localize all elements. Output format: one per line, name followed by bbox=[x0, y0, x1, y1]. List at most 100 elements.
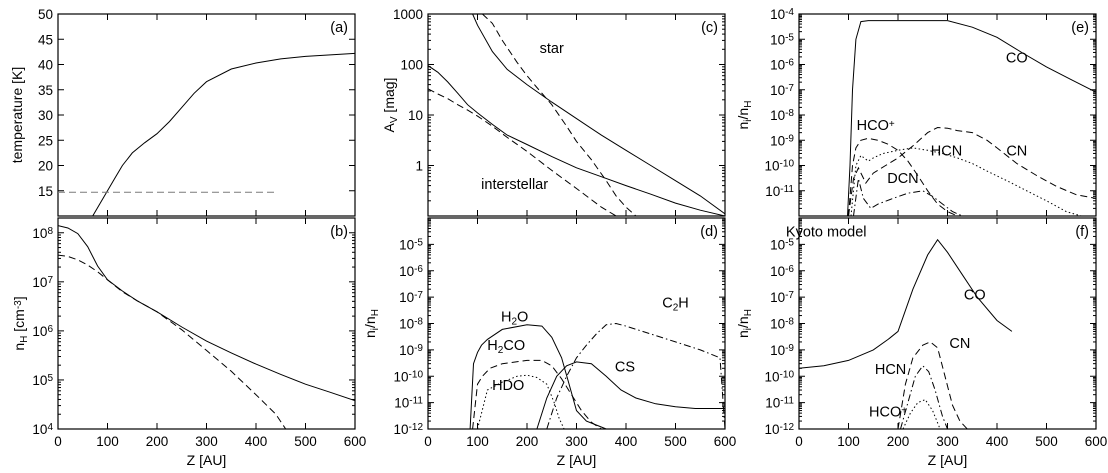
x-axis-label: Z [AU] bbox=[928, 452, 968, 468]
annotation-hcn: HCN bbox=[875, 362, 906, 378]
y-tick-label: 50 bbox=[38, 7, 53, 22]
panel-label: (c) bbox=[701, 20, 718, 36]
panel-label: (f) bbox=[1075, 224, 1089, 240]
x-tick-label: 100 bbox=[466, 434, 489, 449]
x-axis-label: Z [AU] bbox=[557, 452, 597, 468]
y-axis: 10-12 10-11 10-10 10-9 10-8 10-7 10-6 10-5 bbox=[765, 218, 1096, 437]
plot-frame bbox=[427, 217, 726, 430]
y-tick-label: 45 bbox=[38, 32, 53, 47]
x-tick-label: 400 bbox=[986, 434, 1009, 449]
y-tick-label: 10-5 bbox=[399, 237, 423, 252]
annotation-star: star bbox=[540, 41, 564, 57]
y-axis-label: nH [cm-3] bbox=[11, 296, 30, 350]
x-tick-label: 300 bbox=[195, 434, 218, 449]
x-tick-label: 600 bbox=[714, 434, 737, 449]
y-tick-label: 25 bbox=[38, 133, 53, 148]
y-axis: 104 105 106 107 108 bbox=[32, 226, 355, 437]
series-line-dcn bbox=[853, 178, 963, 216]
series-line-hcn bbox=[900, 365, 948, 429]
x-axis: 0 100 200 300 400 500 600 bbox=[795, 218, 1107, 449]
series-line-solid bbox=[58, 225, 355, 402]
y-tick-label: 10-8 bbox=[770, 108, 794, 123]
y-tick-label: 105 bbox=[32, 373, 53, 388]
annotation-hcn: HCN bbox=[931, 143, 962, 159]
y-tick-label: 10-10 bbox=[765, 159, 795, 174]
panel-label: (e) bbox=[1071, 20, 1089, 36]
y-tick-label: 10 bbox=[408, 108, 423, 123]
x-tick-label: 400 bbox=[615, 434, 638, 449]
panel-d: 10-12 10-11 10-10 10-9 10-8 10-7 10-6 10-5 0 100 2… bbox=[362, 217, 736, 468]
x-axis-label: Z [AU] bbox=[187, 452, 227, 468]
x-tick-label: 0 bbox=[54, 434, 62, 449]
y-tick-label: 40 bbox=[38, 58, 53, 73]
panel-label: (a) bbox=[330, 20, 348, 36]
series-line-co bbox=[799, 238, 1013, 369]
y-tick-label: 10-10 bbox=[765, 369, 795, 384]
y-axis: 10-12 10-11 10-10 10-9 10-8 10-7 10-6 10-5 bbox=[394, 218, 725, 437]
series-line-interstellar-solid bbox=[428, 65, 725, 216]
plot-frame bbox=[798, 13, 1097, 217]
annotation-h2co: H2CO bbox=[487, 338, 525, 356]
y-tick-label: 10-10 bbox=[394, 369, 424, 384]
y-tick-label: 108 bbox=[32, 226, 53, 241]
panel-label: (d) bbox=[700, 224, 718, 240]
panel-e: 10-11 10-10 10-9 10-8 10-7 10-6 10-5 10-4 ni/nH (… bbox=[735, 7, 1097, 217]
y-axis-label: ni/nH bbox=[735, 101, 754, 130]
y-tick-label: 10-6 bbox=[770, 58, 794, 73]
annotation-dcn: DCN bbox=[887, 171, 918, 187]
y-axis: 1 10 100 1000 bbox=[393, 7, 725, 202]
plot-frame bbox=[57, 217, 356, 430]
series-line-hcn bbox=[850, 147, 1082, 216]
panel-f: 10-12 10-11 10-10 10-9 10-8 10-7 10-6 10-5 0 100 2… bbox=[735, 217, 1107, 468]
series-line-h2co bbox=[472, 359, 602, 429]
x-tick-label: 100 bbox=[96, 434, 119, 449]
y-tick-label: 15 bbox=[38, 184, 53, 199]
x-tick-label: 500 bbox=[664, 434, 687, 449]
x-tick-label: 500 bbox=[1035, 434, 1058, 449]
annotation-hdo: HDO bbox=[492, 378, 524, 394]
x-axis: 0 100 200 300 400 500 600 bbox=[424, 218, 736, 449]
y-axis-label: temperature [K] bbox=[9, 67, 25, 164]
x-axis bbox=[798, 14, 1097, 216]
annotation-cn: CN bbox=[1006, 143, 1027, 159]
y-tick-label: 10-6 bbox=[770, 264, 794, 279]
annotation-cn: CN bbox=[949, 336, 970, 352]
annotation-c2h: C2H bbox=[662, 296, 689, 314]
annotation-co: CO bbox=[964, 288, 986, 304]
y-tick-label: 1 bbox=[415, 159, 423, 174]
series-line-hco- bbox=[848, 137, 958, 216]
x-tick-label: 100 bbox=[837, 434, 860, 449]
x-tick-label: 0 bbox=[424, 434, 432, 449]
y-tick-label: 10-5 bbox=[770, 32, 794, 47]
y-axis-label: ni/nH bbox=[362, 309, 381, 338]
y-axis: 15 20 25 30 35 40 45 50 bbox=[38, 7, 355, 199]
x-tick-label: 600 bbox=[344, 434, 367, 449]
x-axis bbox=[427, 14, 726, 216]
series-line-co bbox=[847, 20, 1096, 216]
y-tick-label: 20 bbox=[38, 159, 53, 174]
series-line-star-dashed bbox=[482, 14, 637, 216]
x-axis: 0 100 200 300 400 500 600 bbox=[54, 218, 366, 449]
annotation-interstellar: interstellar bbox=[481, 177, 548, 193]
y-tick-label: 10-8 bbox=[399, 317, 423, 332]
x-tick-label: 200 bbox=[146, 434, 169, 449]
y-tick-label: 10-11 bbox=[394, 396, 423, 411]
y-tick-label: 10-11 bbox=[765, 184, 794, 199]
panel-label: (b) bbox=[330, 224, 348, 240]
x-tick-label: 300 bbox=[936, 434, 959, 449]
y-tick-label: 10-7 bbox=[770, 290, 794, 305]
y-tick-label: 10-12 bbox=[394, 422, 424, 437]
panel-b: 104 105 106 107 108 0 100 200 300 400 500 600 Z [AU]… bbox=[11, 217, 366, 468]
series-line-h2o bbox=[469, 324, 607, 429]
series-line-dashed bbox=[58, 254, 287, 429]
series-line-cs bbox=[536, 361, 725, 429]
y-tick-label: 10-8 bbox=[770, 317, 794, 332]
y-tick-label: 100 bbox=[400, 58, 423, 73]
y-tick-label: 10-9 bbox=[399, 343, 423, 358]
y-tick-label: 1000 bbox=[393, 7, 423, 22]
y-axis-label: AV [mag] bbox=[381, 78, 400, 133]
annotation-hco-: HCO+ bbox=[869, 404, 907, 420]
y-tick-label: 10-11 bbox=[765, 396, 794, 411]
x-tick-label: 500 bbox=[294, 434, 317, 449]
